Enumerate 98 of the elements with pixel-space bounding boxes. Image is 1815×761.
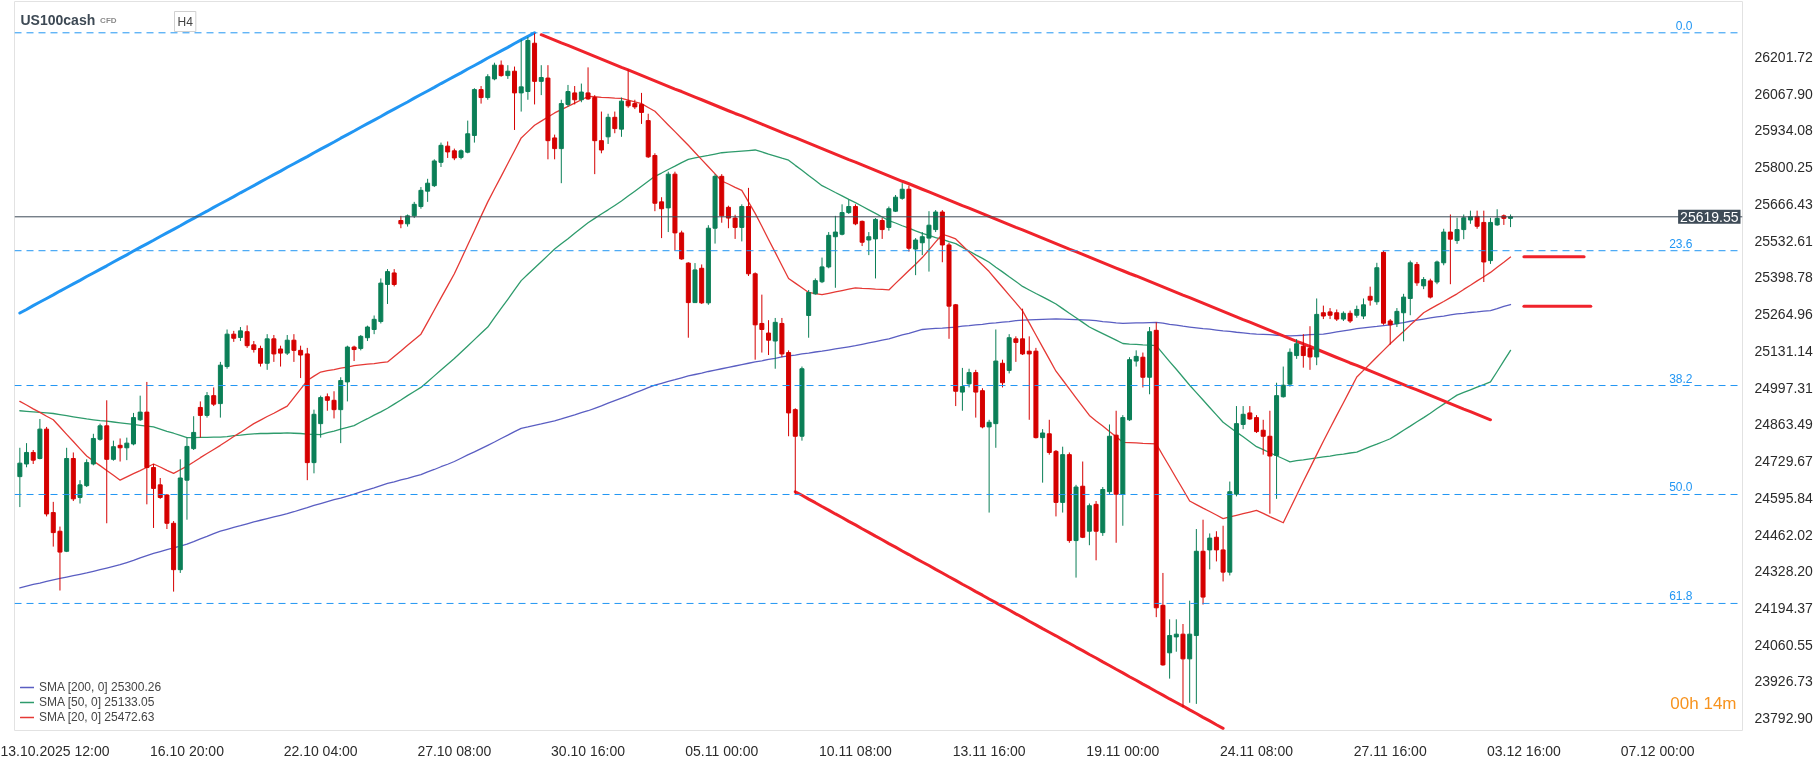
candlestick [211, 386, 217, 407]
candlestick [739, 203, 745, 242]
candlestick [1367, 286, 1373, 307]
candlestick [1173, 618, 1179, 653]
y-tick-label: 25398.78 [1754, 269, 1814, 286]
x-tick-label: 27.11 16:00 [1353, 742, 1427, 759]
candlestick [598, 111, 604, 154]
y-tick-label: 24729.67 [1754, 453, 1814, 470]
candlestick [284, 334, 290, 356]
legend-label: SMA [50, 0] 25133.05 [39, 695, 155, 709]
y-tick-label: 23792.90 [1754, 710, 1814, 727]
candlestick [291, 333, 297, 363]
ref-line-label: 38.2 [1669, 371, 1693, 386]
candlestick [966, 368, 972, 388]
candlestick [485, 73, 491, 101]
candlestick [1220, 525, 1226, 582]
candlestick [117, 437, 123, 463]
y-tick-label: 25131.14 [1754, 342, 1814, 359]
candlestick [257, 345, 263, 368]
candlestick [385, 268, 391, 305]
candlestick [612, 111, 618, 134]
y-tick-label: 25934.08 [1754, 122, 1814, 139]
candlestick [478, 85, 484, 105]
candlestick [204, 391, 210, 419]
x-tick-label: 03.12 16:00 [1486, 742, 1562, 759]
candlestick [806, 289, 812, 339]
x-tick-label: 07.12 00:00 [1620, 742, 1695, 759]
annotation: 00h 14m [1670, 693, 1737, 713]
ref-line-label: 25619.55 [1680, 208, 1739, 225]
candlestick [1414, 261, 1420, 287]
candlestick [766, 319, 772, 356]
y-tick-label: 23926.73 [1754, 673, 1814, 690]
y-tick-label: 25800.25 [1754, 159, 1814, 176]
candlestick [872, 217, 878, 279]
x-tick-label: 05.11 00:00 [685, 742, 759, 759]
candlestick [772, 317, 778, 370]
candlestick [1280, 366, 1286, 399]
line-series [19, 303, 1512, 589]
y-tick-label: 24595.84 [1754, 489, 1814, 506]
candlestick [973, 369, 979, 419]
candlestick [351, 345, 357, 362]
y-tick-label: 24060.55 [1754, 636, 1814, 653]
text: US100cash [20, 11, 96, 28]
candlestick [605, 113, 611, 145]
candlestick [137, 395, 143, 422]
candlestick [124, 437, 130, 461]
line-series [539, 33, 1492, 422]
candlestick [1447, 213, 1453, 285]
line-series [19, 149, 1512, 463]
y-tick-label: 26067.90 [1754, 85, 1814, 102]
y-tick-label: 25264.96 [1754, 306, 1814, 323]
x-tick-label: 10.11 08:00 [818, 742, 893, 759]
candlestick [1360, 297, 1366, 320]
y-tick-label: 24997.31 [1754, 379, 1814, 396]
candlestick [1000, 359, 1006, 388]
ref-line-label: 50.0 [1669, 480, 1693, 495]
candlestick [1167, 618, 1173, 680]
candlestick [639, 92, 645, 125]
x-tick-label: 13.11 16:00 [952, 742, 1026, 759]
candlestick [879, 217, 885, 240]
legend-label: SMA [200, 0] 25300.26 [39, 680, 162, 694]
candlestick [866, 231, 872, 256]
y-tick-label: 24328.20 [1754, 563, 1814, 580]
x-tick-label: 24.11 08:00 [1220, 742, 1294, 759]
y-tick-label: 24863.49 [1754, 416, 1814, 433]
candlestick [538, 64, 544, 96]
x-tick-label: 16.10 20:00 [149, 742, 225, 759]
x-tick-label: 22.10 04:00 [283, 742, 358, 759]
ref-line-label: 23.6 [1669, 236, 1693, 251]
x-tick-label: 19.11 00:00 [1086, 742, 1160, 759]
candlestick [110, 440, 116, 462]
ref-line-label: 0.0 [1675, 18, 1693, 33]
x-tick-label: 30.10 16:00 [551, 742, 626, 759]
candlestick [197, 400, 203, 439]
y-tick-label: 24462.02 [1754, 526, 1814, 543]
y-tick-label: 25532.61 [1754, 232, 1814, 249]
candlestick [1387, 318, 1393, 346]
legend-label: SMA [20, 0] 25472.63 [39, 710, 155, 724]
candlestick [959, 367, 965, 412]
candlestick [1207, 532, 1213, 570]
y-tick-label: 26201.72 [1754, 49, 1814, 66]
candlestick [1040, 428, 1046, 484]
x-tick-label: 27.10 08:00 [417, 742, 492, 759]
candlestick [398, 215, 404, 229]
y-tick-label: 24194.37 [1754, 599, 1814, 616]
x-tick-label: 13.10.2025 12:00 [0, 742, 110, 759]
candlestick [572, 85, 578, 105]
line-series [793, 490, 1225, 730]
candlestick [512, 66, 518, 131]
annotation: H4 [177, 14, 194, 29]
candlestick [913, 237, 919, 276]
candlestick [1213, 530, 1219, 562]
candlestick [298, 345, 304, 379]
text: CFD [100, 15, 117, 25]
ref-line-label: 61.8 [1669, 589, 1693, 604]
y-tick-label: 25666.43 [1754, 195, 1814, 212]
candlestick [1140, 352, 1146, 388]
candlestick [578, 83, 584, 103]
